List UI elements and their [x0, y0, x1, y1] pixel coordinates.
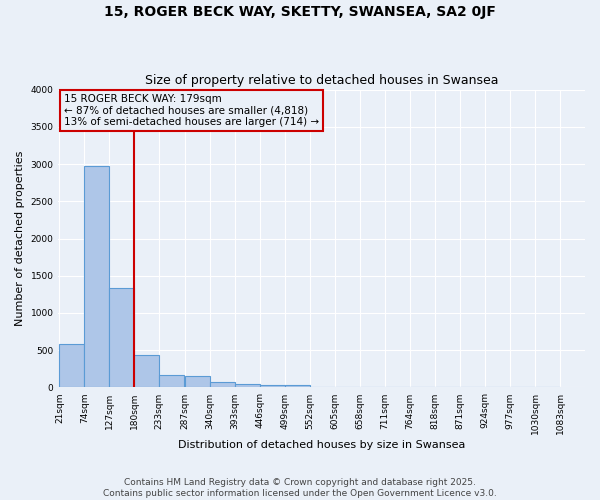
Bar [85, 166, 109, 388]
Title: Size of property relative to detached houses in Swansea: Size of property relative to detached ho… [145, 74, 499, 87]
Bar [260, 385, 285, 388]
Bar [109, 288, 134, 388]
Text: 15 ROGER BECK WAY: 179sqm
← 87% of detached houses are smaller (4,818)
13% of se: 15 ROGER BECK WAY: 179sqm ← 87% of detac… [64, 94, 319, 127]
X-axis label: Distribution of detached houses by size in Swansea: Distribution of detached houses by size … [178, 440, 466, 450]
Bar [185, 376, 210, 388]
Text: Contains HM Land Registry data © Crown copyright and database right 2025.
Contai: Contains HM Land Registry data © Crown c… [103, 478, 497, 498]
Text: 15, ROGER BECK WAY, SKETTY, SWANSEA, SA2 0JF: 15, ROGER BECK WAY, SKETTY, SWANSEA, SA2… [104, 5, 496, 19]
Bar [285, 385, 310, 388]
Bar [59, 344, 85, 388]
Y-axis label: Number of detached properties: Number of detached properties [15, 151, 25, 326]
Bar [235, 384, 260, 388]
Bar [210, 382, 235, 388]
Bar [134, 356, 160, 388]
Bar [160, 375, 184, 388]
